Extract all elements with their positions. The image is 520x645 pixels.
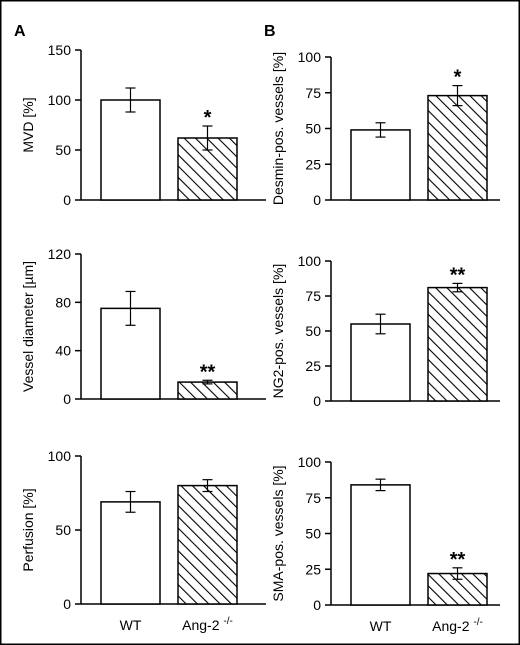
bar-ang2: [177, 381, 238, 400]
chart-5: 0 50 100 Perfusion [%] WT Ang-2 -/-: [20, 448, 266, 633]
bar-wt: [100, 99, 161, 201]
x-tick-label: Ang-2 -/-: [432, 617, 483, 634]
y-tick-label: 25: [305, 358, 321, 374]
y-tick-label: 75: [305, 288, 321, 304]
chart-1: 0 50 100 150 MVD [%] *: [20, 42, 266, 208]
significance-mark: **: [450, 549, 466, 571]
y-tick-label: 50: [55, 522, 71, 538]
bar-wt: [350, 484, 411, 606]
y-tick-label: 40: [55, 343, 71, 359]
x-tick-label: Ang-2 -/-: [182, 616, 233, 633]
y-axis-label: Desmin-pos. vessels [%]: [270, 52, 286, 205]
y-axis-label: MVD [%]: [20, 97, 36, 152]
y-tick-label: 75: [305, 490, 321, 506]
y-tick-label: 25: [305, 156, 321, 172]
y-tick-label: 50: [55, 142, 71, 158]
y-tick-label: 100: [298, 49, 322, 65]
y-axis-label: NG2-pos. vessels [%]: [270, 264, 286, 399]
y-tick-label: 100: [48, 92, 72, 108]
bar-wt: [100, 501, 161, 605]
chart-4: 0 25 50 75 100 NG2-pos. vessels [%] **: [270, 253, 500, 409]
y-tick-label: 75: [305, 85, 321, 101]
bar-wt: [350, 129, 411, 201]
significance-mark: **: [450, 264, 466, 286]
y-axis-label: SMA-pos. vessels [%]: [270, 465, 286, 601]
y-tick-label: 150: [48, 42, 72, 58]
y-tick-label: 100: [48, 448, 72, 464]
charts: 0 50 100 150 MVD [%] * 0 25 50 75 100 Desmin-pos. v…: [20, 42, 500, 634]
y-axis-label: Vessel diameter [µm]: [20, 261, 36, 392]
y-axis-label: Perfusion [%]: [20, 488, 36, 571]
y-tick-label: 0: [63, 596, 71, 612]
y-tick-label: 0: [313, 597, 321, 613]
y-tick-label: 25: [305, 561, 321, 577]
x-tick-label: WT: [120, 617, 142, 633]
y-tick-label: 80: [55, 294, 71, 310]
significance-mark: *: [454, 67, 462, 89]
chart-3: 0 40 80 120 Vessel diameter [µm] **: [20, 246, 266, 407]
y-tick-label: 50: [305, 526, 321, 542]
y-tick-label: 50: [305, 323, 321, 339]
bar-ang2: [427, 286, 488, 402]
y-tick-label: 0: [63, 391, 71, 407]
chart-6: 0 25 50 75 100 SMA-pos. vessels [%] WT ** Ang-2 …: [270, 454, 500, 634]
x-tick-label: WT: [370, 618, 392, 634]
y-tick-label: 0: [63, 192, 71, 208]
bar-ang2: [177, 137, 238, 201]
y-tick-label: 100: [298, 253, 322, 269]
bar-wt: [350, 323, 411, 402]
y-tick-label: 100: [298, 454, 322, 470]
y-tick-label: 0: [313, 192, 321, 208]
panel-letter-b: B: [264, 23, 276, 40]
bar-ang2: [177, 484, 238, 605]
panel-letter-a: A: [14, 23, 26, 40]
y-tick-label: 0: [313, 393, 321, 409]
y-tick-label: 50: [305, 121, 321, 137]
y-tick-label: 120: [48, 246, 72, 262]
bar-ang2: [427, 94, 488, 201]
significance-mark: *: [204, 107, 212, 129]
significance-mark: **: [200, 361, 216, 383]
chart-2: 0 25 50 75 100 Desmin-pos. vessels [%] *: [270, 49, 500, 208]
